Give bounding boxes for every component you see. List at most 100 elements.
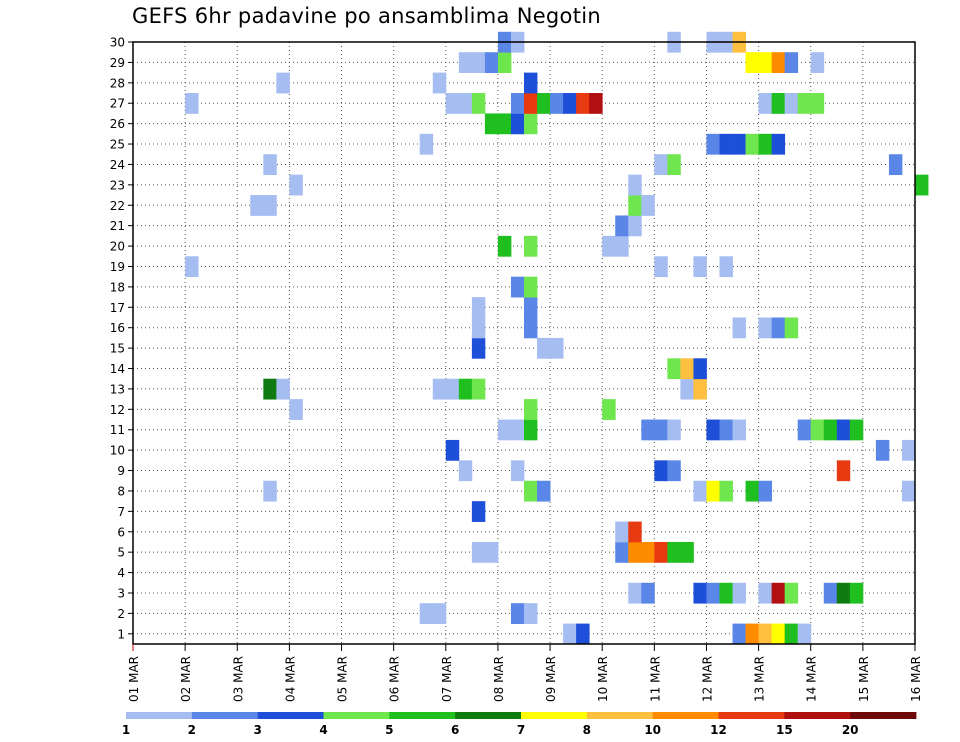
heatmap-cell xyxy=(810,419,825,441)
x-tick-label: 08 MAR xyxy=(492,656,506,702)
heatmap-cell xyxy=(615,215,629,237)
heatmap-cell xyxy=(758,52,773,74)
heatmap-cell xyxy=(537,337,551,359)
heatmap-cell xyxy=(524,72,538,94)
legend-label: 5 xyxy=(385,723,393,737)
heatmap-cell xyxy=(706,480,720,502)
heatmap-cell xyxy=(471,297,486,318)
heatmap-cell xyxy=(510,419,525,441)
y-tick-label: 26 xyxy=(110,117,125,131)
legend-swatch xyxy=(126,712,193,719)
heatmap-cell xyxy=(524,317,538,339)
heatmap-cell xyxy=(784,582,799,604)
heatmap-cell xyxy=(836,582,851,604)
heatmap-cell xyxy=(771,623,786,645)
heatmap-cell xyxy=(758,480,773,502)
heatmap-cell xyxy=(419,603,434,624)
heatmap-cell xyxy=(563,623,577,645)
heatmap-cell xyxy=(550,337,564,359)
y-tick-label: 12 xyxy=(110,403,125,417)
heatmap-cell xyxy=(654,541,668,563)
heatmap-cell xyxy=(641,582,655,604)
heatmap-cell xyxy=(810,52,825,74)
y-tick-label: 14 xyxy=(110,362,125,376)
y-tick-label: 25 xyxy=(110,138,125,152)
heatmap-cell xyxy=(524,297,538,318)
legend-label: 6 xyxy=(451,723,459,737)
heatmap-cell xyxy=(484,52,499,74)
heatmap-cell xyxy=(758,582,773,604)
heatmap-cell xyxy=(641,419,655,441)
x-tick-label: 14 MAR xyxy=(805,656,819,702)
legend-label: 8 xyxy=(583,723,591,737)
y-tick-label: 17 xyxy=(110,301,125,315)
legend-label: 7 xyxy=(517,723,525,737)
heatmap-cell xyxy=(524,113,538,135)
x-tick-label: 02 MAR xyxy=(179,656,193,702)
y-tick-label: 4 xyxy=(117,566,125,580)
legend-swatch xyxy=(257,712,324,719)
heatmap-cell xyxy=(784,93,799,114)
heatmap-cell xyxy=(745,480,759,502)
heatmap-cell xyxy=(706,419,720,441)
heatmap-cell xyxy=(745,623,759,645)
x-tick-label: 12 MAR xyxy=(700,656,714,702)
heatmap-cell xyxy=(289,174,303,196)
legend-swatch xyxy=(455,712,522,719)
legend-label: 12 xyxy=(710,723,727,737)
heatmap-cell xyxy=(628,174,642,196)
heatmap-cell xyxy=(510,113,525,135)
heatmap-cell xyxy=(758,93,773,114)
heatmap-cell xyxy=(432,378,447,400)
heatmap-cell xyxy=(289,399,303,420)
heatmap-cell xyxy=(510,460,525,482)
heatmap-cell xyxy=(510,276,525,298)
y-tick-label: 7 xyxy=(117,505,125,519)
y-tick-label: 21 xyxy=(110,219,125,233)
heatmap-cell xyxy=(458,93,473,114)
legend-label: 10 xyxy=(644,723,661,737)
x-tick-label: 11 MAR xyxy=(648,656,662,702)
heatmap-cell xyxy=(458,460,473,482)
heatmap-cell xyxy=(849,419,864,441)
heatmap-cell xyxy=(667,541,681,563)
heatmap-cell xyxy=(510,93,525,114)
y-tick-label: 15 xyxy=(110,342,125,356)
x-tick-label: 07 MAR xyxy=(440,656,454,702)
heatmap-cell xyxy=(497,52,512,74)
heatmap-cell xyxy=(524,235,538,257)
heatmap-cell xyxy=(719,256,733,278)
heatmap-cell xyxy=(602,235,616,257)
heatmap-cell xyxy=(771,93,786,114)
y-tick-label: 29 xyxy=(110,56,125,70)
legend-label: 2 xyxy=(188,723,196,737)
heatmap-cell xyxy=(445,439,460,461)
heatmap-cell xyxy=(510,603,525,624)
heatmap-cell xyxy=(445,93,460,114)
heatmap-cell xyxy=(771,582,786,604)
heatmap-cell xyxy=(563,93,577,114)
x-tick-label: 10 MAR xyxy=(596,656,610,702)
heatmap-cell xyxy=(628,195,642,216)
heatmap-cell xyxy=(524,276,538,298)
heatmap-cell xyxy=(667,154,681,176)
x-tick-label: 05 MAR xyxy=(336,656,350,702)
heatmap-cell xyxy=(628,215,642,237)
heatmap-cell xyxy=(263,480,277,502)
legend-swatch xyxy=(389,712,456,719)
y-tick-label: 30 xyxy=(110,36,125,50)
heatmap-cell xyxy=(524,480,538,502)
y-tick-label: 28 xyxy=(110,76,125,90)
heatmap-cell xyxy=(445,378,460,400)
heatmap-cell xyxy=(706,582,720,604)
legend-label: 3 xyxy=(253,723,261,737)
heatmap-cell xyxy=(810,93,825,114)
legend-swatch xyxy=(652,712,719,719)
heatmap-cell xyxy=(458,52,473,74)
heatmap-cell xyxy=(797,93,812,114)
heatmap-cell xyxy=(654,419,668,441)
heatmap-cell xyxy=(524,399,538,420)
legend-label: 15 xyxy=(776,723,793,737)
heatmap-cell xyxy=(823,582,838,604)
